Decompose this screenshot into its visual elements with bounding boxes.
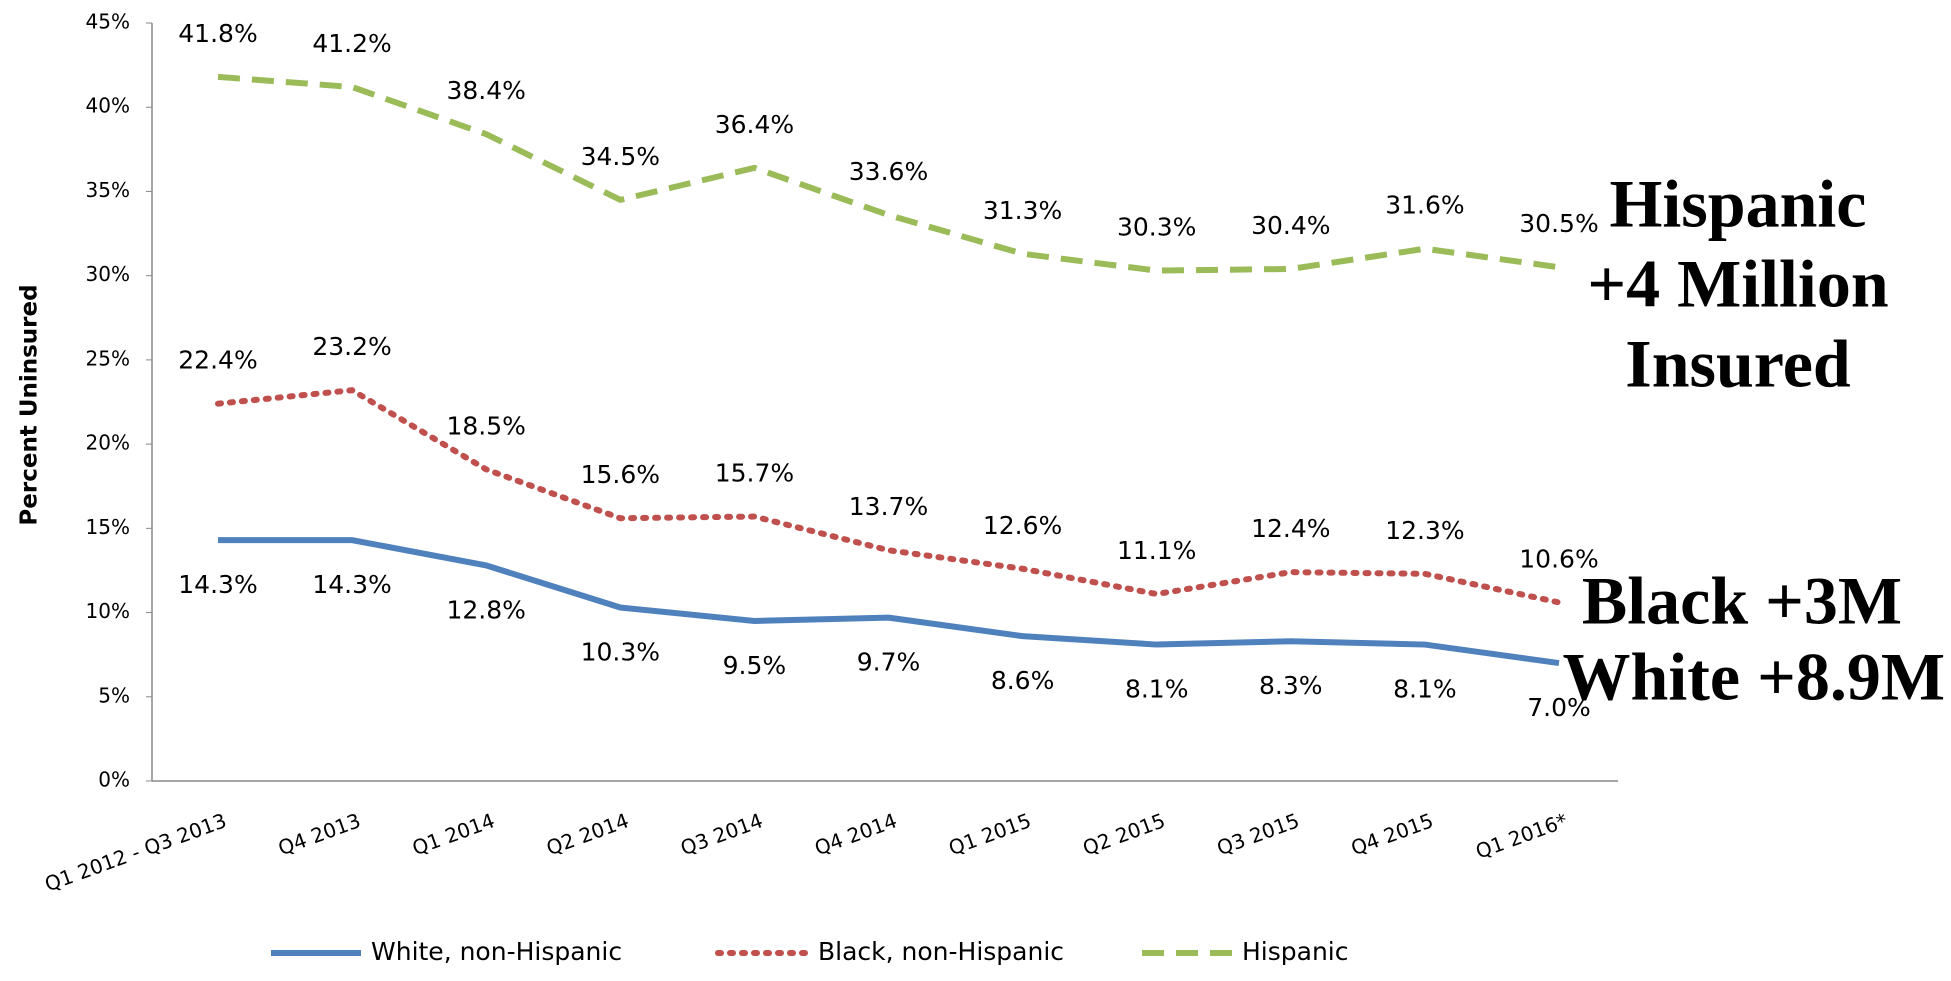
data-label: 12.3% xyxy=(1385,516,1464,545)
legend-label: Black, non-Hispanic xyxy=(818,937,1064,966)
y-tick-label: 40% xyxy=(86,94,130,118)
data-label: 30.3% xyxy=(1117,213,1196,242)
data-label: 14.3% xyxy=(178,570,257,599)
data-label: 8.3% xyxy=(1259,671,1323,700)
data-label: 8.1% xyxy=(1125,675,1189,704)
data-label: 33.6% xyxy=(849,157,928,186)
data-label: 30.4% xyxy=(1251,211,1330,240)
y-tick-label: 5% xyxy=(98,683,130,707)
data-label: 9.5% xyxy=(723,651,787,680)
data-label: 12.8% xyxy=(446,595,525,624)
data-label: 12.6% xyxy=(983,511,1062,540)
data-label: 41.8% xyxy=(178,19,257,48)
data-label: 14.3% xyxy=(312,570,391,599)
y-tick-label: 25% xyxy=(86,346,130,370)
data-label: 36.4% xyxy=(715,110,794,139)
x-tick-label: Q1 2016* xyxy=(1472,808,1570,863)
annotation: Black +3M xyxy=(1582,563,1902,639)
data-label: 11.1% xyxy=(1117,536,1196,565)
annotation: Hispanic xyxy=(1610,166,1867,242)
y-tick-label: 45% xyxy=(86,10,130,34)
data-label: 10.3% xyxy=(581,638,660,667)
x-tick-label: Q1 2012 - Q3 2013 xyxy=(42,808,230,896)
x-tick-label: Q1 2014 xyxy=(409,808,498,860)
data-label: 22.4% xyxy=(178,346,257,375)
y-tick-label: 15% xyxy=(86,515,130,539)
data-label: 9.7% xyxy=(857,648,921,677)
data-label: 10.6% xyxy=(1519,544,1598,573)
legend-label: Hispanic xyxy=(1242,937,1349,966)
data-label: 18.5% xyxy=(446,411,525,440)
data-label: 38.4% xyxy=(446,76,525,105)
data-label: 23.2% xyxy=(312,332,391,361)
data-label: 7.0% xyxy=(1527,693,1591,722)
data-label: 34.5% xyxy=(581,142,660,171)
annotation: +4 Million xyxy=(1587,246,1888,322)
x-tick-label: Q3 2015 xyxy=(1214,808,1303,860)
annotation: White +8.9M xyxy=(1563,639,1945,715)
x-tick-label: Q2 2014 xyxy=(543,808,632,860)
data-label: 8.1% xyxy=(1393,675,1457,704)
data-label: 12.4% xyxy=(1251,514,1330,543)
y-tick-label: 20% xyxy=(86,431,130,455)
y-tick-label: 30% xyxy=(86,262,130,286)
data-label: 31.6% xyxy=(1385,191,1464,220)
data-label: 8.6% xyxy=(991,666,1055,695)
data-label: 15.7% xyxy=(715,459,794,488)
series-line xyxy=(215,387,1562,606)
series-line xyxy=(218,537,1560,667)
y-tick-label: 0% xyxy=(98,768,130,792)
annotation: Insured xyxy=(1625,326,1851,402)
series-line xyxy=(217,73,1560,274)
y-tick-label: 35% xyxy=(86,178,130,202)
data-label: 31.3% xyxy=(983,196,1062,225)
x-tick-label: Q4 2013 xyxy=(275,808,364,860)
data-label: 30.5% xyxy=(1519,209,1598,238)
x-tick-label: Q1 2015 xyxy=(945,808,1034,860)
x-tick-label: Q4 2015 xyxy=(1348,808,1437,860)
data-label: 41.2% xyxy=(312,29,391,58)
data-label: 13.7% xyxy=(849,492,928,521)
x-tick-label: Q3 2014 xyxy=(677,808,766,860)
x-tick-label: Q4 2014 xyxy=(811,808,900,860)
data-label: 15.6% xyxy=(581,460,660,489)
legend-label: White, non-Hispanic xyxy=(371,937,622,966)
x-tick-label: Q2 2015 xyxy=(1080,808,1169,860)
y-axis-label: Percent Uninsured xyxy=(17,284,43,525)
y-tick-label: 10% xyxy=(86,599,130,623)
